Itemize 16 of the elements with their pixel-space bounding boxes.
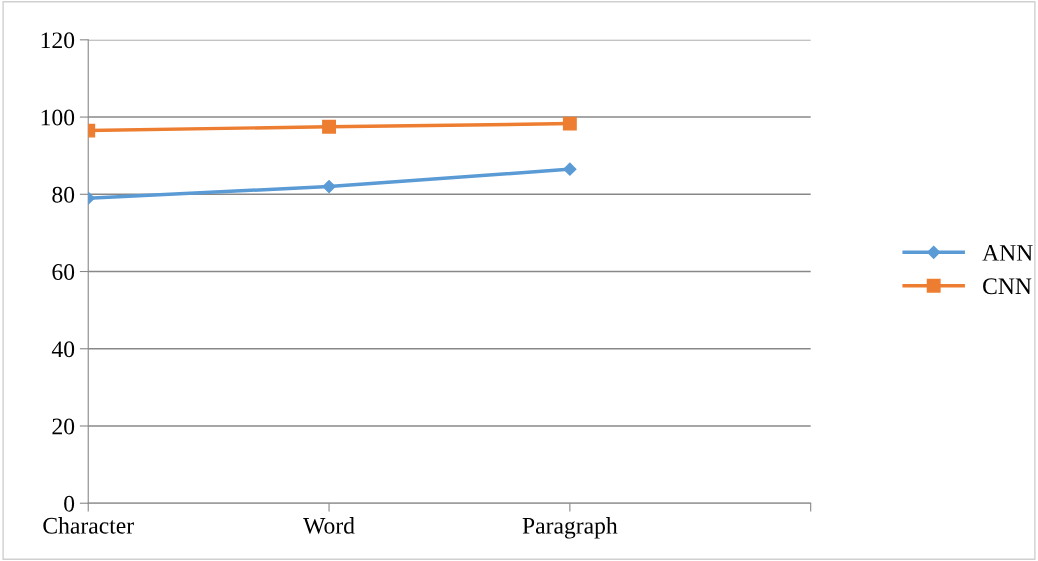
legend-label: CNN: [983, 278, 1032, 295]
y-tick-label: 0: [64, 495, 75, 512]
y-tick-label: 60: [52, 264, 75, 280]
point: [322, 179, 336, 194]
x-tick-label: Paragraph: [522, 517, 618, 539]
y-tick-label: 80: [52, 186, 75, 203]
x-tick-label: Word: [303, 517, 355, 534]
x-tick-label: Character: [43, 517, 134, 534]
point: [562, 116, 577, 131]
y-tick-label: 20: [52, 418, 75, 435]
y-tick-label: 40: [51, 341, 75, 358]
y-tick-label: 120: [41, 32, 75, 49]
legend-label: ANN: [982, 245, 1033, 261]
point: [563, 162, 577, 176]
point: [322, 119, 336, 134]
y-tick-label: 100: [41, 109, 75, 126]
